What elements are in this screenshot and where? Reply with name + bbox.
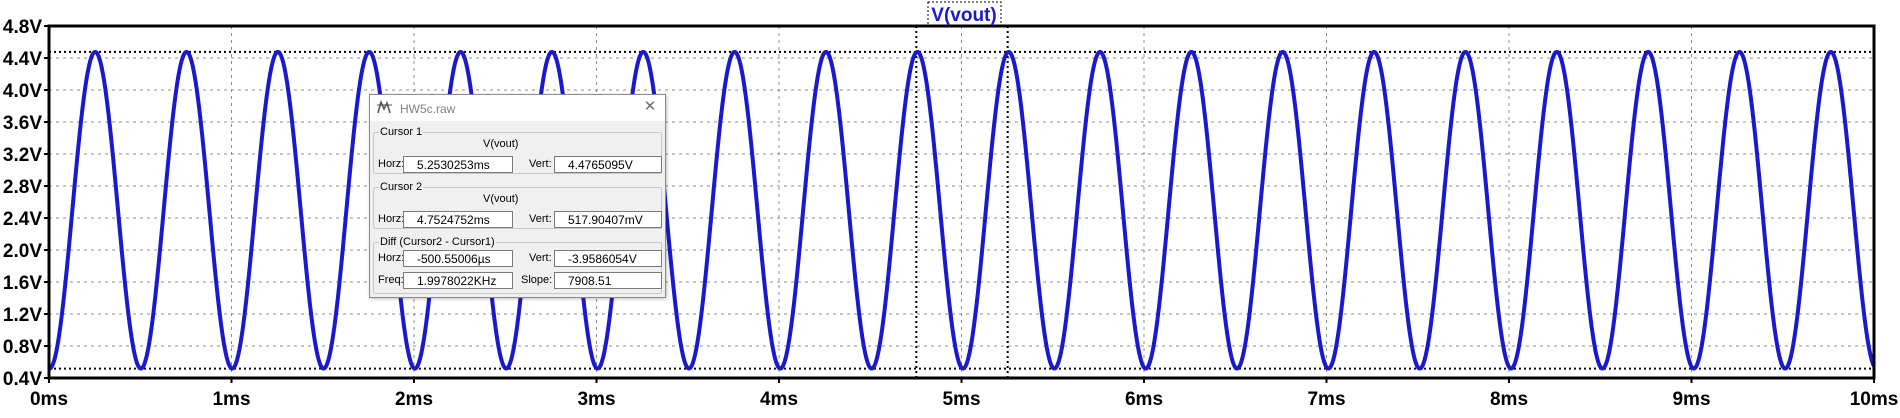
cursor2-vert-label: Vert: <box>529 213 552 225</box>
diff-slope-label: Slope: <box>521 274 553 286</box>
cursor1-horz-field[interactable]: 5.2530253ms <box>403 156 513 173</box>
trace-line-vout[interactable] <box>47 49 1876 371</box>
cursor1-vert-field[interactable]: 4.4765095V <box>554 156 662 173</box>
x-axis-ticks: 0ms 1ms 2ms 3ms 4ms 5ms 6ms 7ms 8ms 9ms 10ms <box>30 378 1898 410</box>
x-tick-label: 8ms <box>1490 389 1528 410</box>
y-tick-label: 2.0V <box>3 241 42 262</box>
cursor1-vert-label: Vert: <box>529 158 552 170</box>
x-tick-label: 6ms <box>1125 389 1163 410</box>
diff-vert-field[interactable]: -3.9586054V <box>554 250 662 267</box>
cursor2-trace-name: V(vout) <box>483 193 519 205</box>
dialog-titlebar[interactable]: HW5c.raw ✕ <box>370 95 665 121</box>
cursor-dialog[interactable]: HW5c.raw ✕ Cursor 1 V(vout) Horz: 5.2530… <box>369 94 666 298</box>
diff-section <box>373 242 662 294</box>
diff-vert-label: Vert: <box>529 252 552 264</box>
y-tick-label: 4.8V <box>3 17 42 38</box>
cursor-lines[interactable] <box>49 26 1874 378</box>
x-tick-label: 2ms <box>395 389 433 410</box>
y-tick-label: 2.4V <box>3 209 42 230</box>
diff-slope-field[interactable]: 7908.51 <box>554 272 662 289</box>
x-tick-label: 1ms <box>212 389 250 410</box>
x-tick-label: 0ms <box>30 389 68 410</box>
cursor2-label: Cursor 2 <box>379 181 424 193</box>
x-tick-label: 9ms <box>1672 389 1710 410</box>
trace-title[interactable]: V(vout) <box>931 5 996 26</box>
x-tick-label: 7ms <box>1307 389 1345 410</box>
y-axis-ticks: 0.4V 0.8V 1.2V 1.6V 2.0V 2.4V 2.8V 3.2V 3.6V 4.0V… <box>3 17 49 390</box>
diff-freq-label: Freq: <box>378 274 404 286</box>
diff-horz-label: Horz: <box>378 252 405 264</box>
cursor2-horz-field[interactable]: 4.7524752ms <box>403 211 513 228</box>
y-tick-label: 3.6V <box>3 113 42 134</box>
cursor1-trace-name: V(vout) <box>483 138 519 150</box>
diff-horz-field[interactable]: -500.55006µs <box>403 250 513 267</box>
y-tick-label: 4.4V <box>3 49 42 70</box>
y-tick-label: 1.2V <box>3 305 42 326</box>
diff-label: Diff (Cursor2 - Cursor1) <box>379 236 496 248</box>
cursor1-horz-label: Horz: <box>378 158 405 170</box>
cursor2-horz-label: Horz: <box>378 213 405 225</box>
x-tick-label: 3ms <box>577 389 615 410</box>
cursor1-section <box>373 132 662 174</box>
y-tick-label: 2.8V <box>3 177 42 198</box>
y-tick-label: 0.4V <box>3 369 42 390</box>
cursor2-section <box>373 187 662 229</box>
y-tick-label: 4.0V <box>3 81 42 102</box>
close-icon[interactable]: ✕ <box>643 98 657 115</box>
x-tick-label: 5ms <box>942 389 980 410</box>
x-tick-label: 4ms <box>760 389 798 410</box>
cursor1-label: Cursor 1 <box>379 126 424 138</box>
y-tick-label: 3.2V <box>3 145 42 166</box>
cursor2-vert-field[interactable]: 517.90407mV <box>554 211 662 228</box>
y-tick-label: 0.8V <box>3 337 42 358</box>
dialog-title: HW5c.raw <box>400 102 456 116</box>
y-tick-label: 1.6V <box>3 273 42 294</box>
diff-freq-field[interactable]: 1.9978022KHz <box>403 272 513 289</box>
trace-title-box <box>927 1 1002 27</box>
ltspice-app-icon <box>377 100 392 114</box>
plot-grid <box>49 26 1874 378</box>
x-tick-label: 10ms <box>1850 389 1899 410</box>
